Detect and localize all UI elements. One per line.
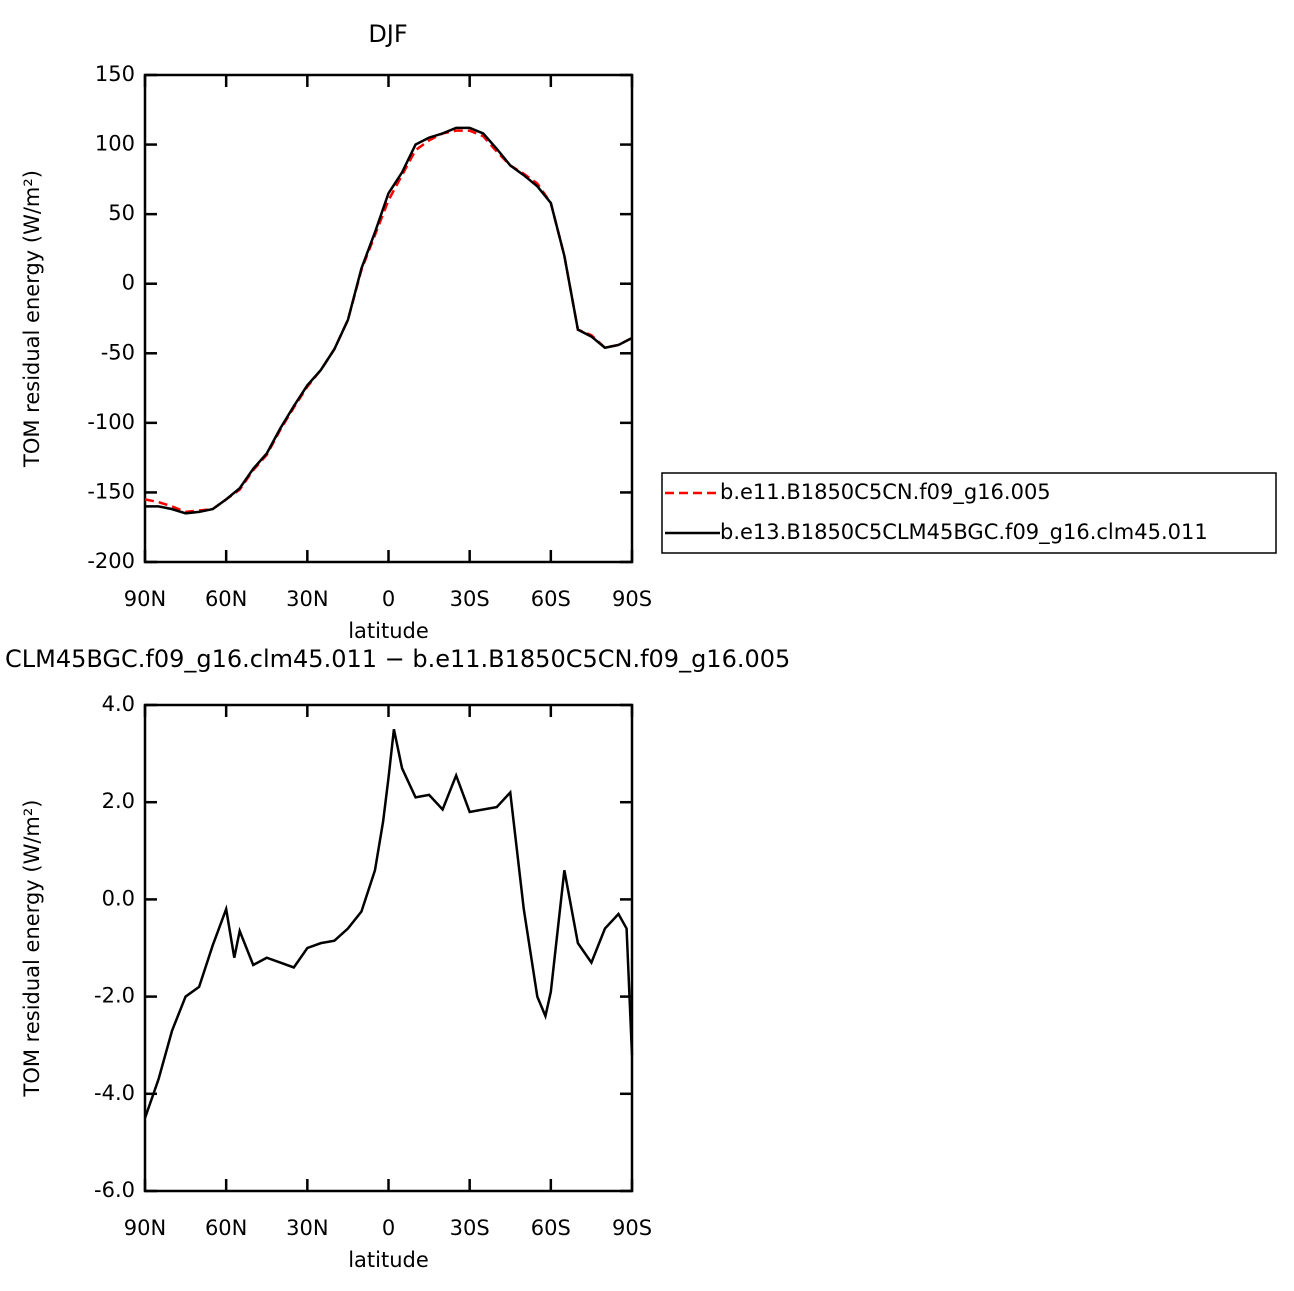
y-tick-label: 2.0 [102, 789, 135, 813]
y-tick-label: 0 [122, 271, 135, 295]
chart-title: DJF [368, 20, 407, 48]
plot-frame [143, 73, 634, 564]
x-tick-label: 90S [612, 1216, 652, 1240]
y-tick-label: 150 [95, 62, 135, 86]
x-tick-label: 0 [382, 1216, 395, 1240]
x-axis-label: latitude [348, 1248, 429, 1272]
legend-label: b.e11.B1850C5CN.f09_g16.005 [720, 480, 1051, 505]
y-tick-label: 4.0 [102, 692, 135, 716]
legend-box [661, 472, 1277, 554]
data-line [144, 129, 633, 514]
x-tick-label: 60N [205, 587, 247, 611]
y-tick-label: 100 [95, 132, 135, 156]
chart-title: CLM45BGC.f09_g16.clm45.011 − b.e11.B1850… [5, 645, 790, 673]
x-tick-label: 30S [450, 587, 490, 611]
y-axis-label: TOM residual energy (W/m²) [20, 800, 44, 1098]
x-tick-label: 90N [124, 1216, 166, 1240]
x-tick-label: 60S [531, 587, 571, 611]
y-tick-label: -200 [87, 549, 135, 573]
x-tick-label: 0 [382, 587, 395, 611]
y-tick-label: -2.0 [94, 984, 135, 1008]
data-line [145, 126, 633, 515]
y-tick-label: -4.0 [94, 1081, 135, 1105]
x-tick-label: 30S [450, 1216, 490, 1240]
y-tick-label: -6.0 [94, 1178, 135, 1202]
x-tick-label: 90N [124, 587, 166, 611]
y-tick-label: -150 [87, 479, 135, 503]
x-tick-label: 60N [205, 1216, 247, 1240]
x-tick-label: 30N [286, 587, 328, 611]
y-axis-label: TOM residual energy (W/m²) [20, 170, 44, 468]
legend-label: b.e13.B1850C5CLM45BGC.f09_g16.clm45.011 [720, 520, 1208, 545]
y-tick-label: 0.0 [102, 886, 135, 910]
x-axis-label: latitude [348, 619, 429, 643]
y-tick-label: -50 [101, 340, 135, 364]
y-tick-label: 50 [108, 201, 135, 225]
y-tick-label: -100 [87, 410, 135, 434]
x-tick-label: 90S [612, 587, 652, 611]
x-tick-label: 30N [286, 1216, 328, 1240]
x-tick-label: 60S [531, 1216, 571, 1240]
data-line [143, 729, 634, 1119]
